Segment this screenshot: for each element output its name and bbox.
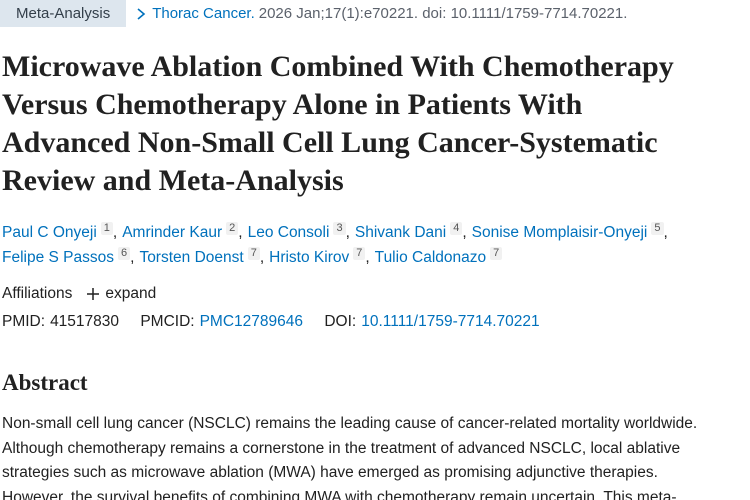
author-name[interactable]: Amrinder Kaur	[122, 224, 223, 241]
plus-icon	[87, 288, 100, 300]
author-name[interactable]: Leo Consoli	[247, 224, 330, 241]
separator: ,	[259, 249, 265, 266]
affiliation-number[interactable]: 7	[353, 247, 366, 260]
separator: ,	[345, 224, 350, 241]
title-line: Versus Chemotherapy Alone in Patients Wi…	[2, 88, 583, 121]
abstract-line: strategies such as microwave ablation (M…	[2, 464, 658, 481]
affiliation-number[interactable]: 4	[450, 222, 463, 235]
identifiers: PMID: 41517830 PMCID: PMC12789646 DOI: 10.1…	[2, 313, 545, 331]
abstract-heading: Abstract	[2, 370, 88, 395]
separator: ,	[663, 224, 668, 241]
affiliations: Affiliations expand	[2, 285, 156, 303]
title-line: Review and Meta-Analysis	[2, 164, 344, 197]
chevron-icon	[137, 7, 146, 20]
pmcid-label: PMCID:	[140, 313, 195, 330]
author-name[interactable]: Shivank Dani	[354, 224, 447, 241]
pmid: 41517830	[50, 313, 120, 330]
affiliation-number[interactable]: 5	[651, 222, 664, 235]
pmcid-link[interactable]: PMC12789646	[199, 313, 304, 330]
publication-type[interactable]: Meta-Analysis	[0, 0, 127, 27]
article-title: Microwave Ablation Combined With Chemoth…	[2, 48, 674, 200]
affiliation-number[interactable]: 1	[100, 222, 113, 235]
separator: ,	[238, 224, 243, 241]
separator: ,	[112, 224, 118, 241]
pmid-label: PMID:	[2, 313, 46, 330]
citation: 2026 Jan;17(1):e70221. doi: 10.1111/1759…	[258, 5, 628, 22]
author-name[interactable]: Tulio Caldonazo	[374, 249, 487, 266]
author-name[interactable]: Sonise Momplaisir-Onyeji	[471, 224, 648, 241]
separator: ,	[130, 249, 135, 266]
title-line: Microwave Ablation Combined With Chemoth…	[2, 50, 674, 83]
author-line: Felipe S Passos 6, Torsten Doenst 7, Hristo …	[2, 245, 673, 270]
separator: ,	[365, 249, 370, 266]
affiliation-number[interactable]: 2	[226, 222, 239, 235]
separator: ,	[462, 224, 467, 241]
citation-bar: Meta-Analysis Thorac Cancer. 2026 Jan;17…	[0, 0, 627, 27]
abstract-line: Although chemotherapy remains a cornerst…	[2, 439, 681, 457]
expand-toggle[interactable]: expand	[105, 285, 157, 302]
author-name[interactable]: Paul C Onyeji	[2, 224, 97, 241]
abstract-text: Non-small cell lung cancer (NSCLC) remai…	[2, 412, 697, 500]
abstract-line: However, the survival benefits of combin…	[2, 488, 677, 500]
author-name[interactable]: Felipe S Passos	[2, 249, 114, 266]
doi-link[interactable]: 10.1111/1759-7714.70221	[361, 313, 540, 330]
abstract-line: Non-small cell lung cancer (NSCLC) remai…	[2, 415, 698, 432]
author-list: Paul C Onyeji 1, Amrinder Kaur 2, Leo Consol…	[2, 220, 673, 270]
title-line: Advanced Non-Small Cell Lung Cancer-Syst…	[2, 126, 658, 159]
author-name[interactable]: Hristo Kirov	[269, 249, 350, 266]
affiliation-number[interactable]: 6	[118, 247, 131, 260]
doi-label: DOI:	[324, 313, 357, 330]
affiliation-number[interactable]: 7	[490, 247, 503, 260]
affiliation-number[interactable]: 7	[247, 247, 260, 260]
affiliations-label: Affiliations	[2, 285, 73, 302]
author-line: Paul C Onyeji 1, Amrinder Kaur 2, Leo Consol…	[2, 220, 673, 245]
affiliation-number[interactable]: 3	[333, 222, 346, 235]
journal-link[interactable]: Thorac Cancer.	[152, 5, 255, 22]
author-name[interactable]: Torsten Doenst	[139, 249, 244, 266]
